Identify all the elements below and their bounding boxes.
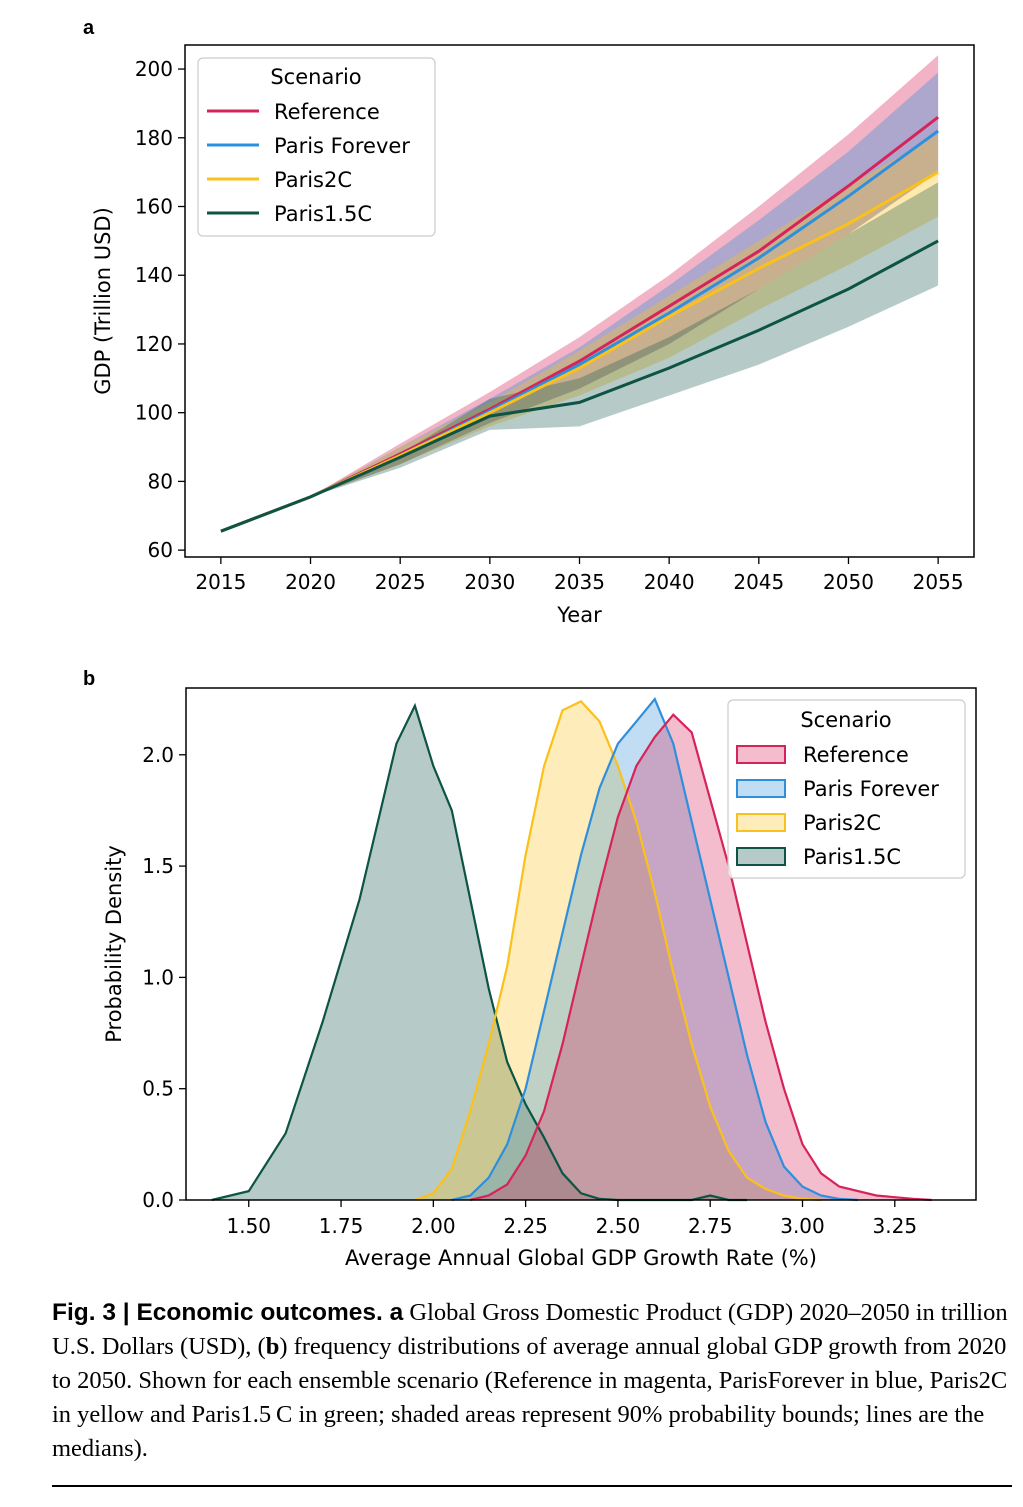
figure-caption: Fig. 3 | Economic outcomes. a Global Gro… (52, 1296, 1012, 1466)
x-axis-title: Year (556, 603, 602, 627)
panel-b-label: b (83, 668, 96, 690)
y-tick-label: 140 (135, 263, 173, 287)
caption-body: Global Gross Domestic Product (GDP) 2020… (52, 1299, 1008, 1360)
density-fill-paris2c (414, 701, 821, 1200)
legend-swatch-reference (736, 745, 786, 764)
density-fill-reference (470, 714, 932, 1200)
x-tick-label: 2025 (375, 570, 426, 594)
density-line-reference (470, 713, 932, 1202)
y-tick-label: 180 (135, 126, 173, 150)
x-tick-label: 2.50 (596, 1214, 641, 1238)
legend-label-paris-forever: Paris Forever (274, 134, 410, 158)
density-fill-paris1-5c (211, 705, 748, 1200)
y-tick-label: 160 (135, 195, 173, 219)
legend-a: Scenario Reference Paris Forever Paris2C Par… (197, 57, 436, 237)
legend-frame (727, 699, 966, 879)
x-tick-label: 2020 (285, 570, 336, 594)
plot-frame-b (185, 687, 977, 1201)
legend-label-paris2c: Paris2C (274, 168, 352, 192)
density-line-paris-forever (451, 696, 858, 1202)
density-line-paris2c (414, 700, 822, 1202)
x-tick-label: 3.00 (780, 1214, 825, 1238)
legend-b: Scenario Reference Paris Forever Paris2C Par… (727, 699, 966, 879)
x-tick-label: 1.50 (226, 1214, 271, 1238)
legend-label-reference: Reference (274, 100, 380, 124)
legend-label-paris1-5c: Paris1.5C (803, 845, 901, 869)
x-tick-label: 2045 (733, 570, 784, 594)
legend-label-reference: Reference (803, 743, 909, 767)
legend-title: Scenario (270, 65, 361, 89)
y-tick-label: 60 (148, 538, 173, 562)
y-tick-label: 2.0 (142, 743, 174, 767)
y-axis-title: GDP (Trillion USD) (91, 207, 115, 395)
x-tick-label: 1.75 (319, 1214, 364, 1238)
y-tick-label: 100 (135, 401, 173, 425)
x-tick-label: 2030 (464, 570, 515, 594)
caption-tail: ) frequency distributions of average ann… (52, 1333, 1008, 1462)
panel-a-label: a (83, 17, 95, 39)
x-tick-label: 2.75 (688, 1214, 733, 1238)
caption-lead: Fig. 3 | Economic outcomes. a (52, 1299, 404, 1326)
y-tick-label: 1.0 (142, 965, 174, 989)
x-axis-title: Average Annual Global GDP Growth Rate (%… (345, 1246, 817, 1270)
x-tick-label: 2015 (195, 570, 246, 594)
y-axis-title: Probability Density (102, 845, 126, 1043)
legend-frame (197, 57, 436, 237)
caption-rule (52, 1485, 1012, 1487)
x-tick-label: 2040 (644, 570, 695, 594)
y-tick-label: 200 (135, 57, 173, 81)
y-tick-label: 0.0 (142, 1188, 174, 1212)
legend-swatch-paris-forever (736, 779, 786, 798)
x-tick-label: 2.25 (503, 1214, 548, 1238)
gdp-line-chart: 2015 2020 2025 2030 2035 2040 2045 2050 2055 60 80… (91, 44, 975, 627)
y-tick-label: 120 (135, 332, 173, 356)
x-tick-label: 2035 (554, 570, 605, 594)
x-tick-label: 2050 (823, 570, 874, 594)
legend-title: Scenario (800, 708, 891, 732)
caption-b-label: b (265, 1333, 280, 1360)
y-tick-label: 1.5 (142, 854, 174, 878)
legend-label-paris1-5c: Paris1.5C (274, 202, 372, 226)
legend-swatch-paris2c (736, 813, 786, 832)
legend-label-paris2c: Paris2C (803, 811, 881, 835)
legend-label-paris-forever: Paris Forever (803, 777, 939, 801)
x-tick-label: 3.25 (873, 1214, 918, 1238)
legend-swatch-paris1-5c (736, 847, 786, 866)
x-tick-label: 2.00 (411, 1214, 456, 1238)
x-tick-label: 2055 (913, 570, 964, 594)
y-tick-label: 80 (148, 469, 173, 493)
y-tick-label: 0.5 (142, 1077, 174, 1101)
median-line-paris1-5c (220, 239, 939, 533)
growth-density-chart: 1.50 1.75 2.00 2.25 2.50 2.75 3.00 3.25 0.0 0.5 1.… (102, 687, 977, 1270)
